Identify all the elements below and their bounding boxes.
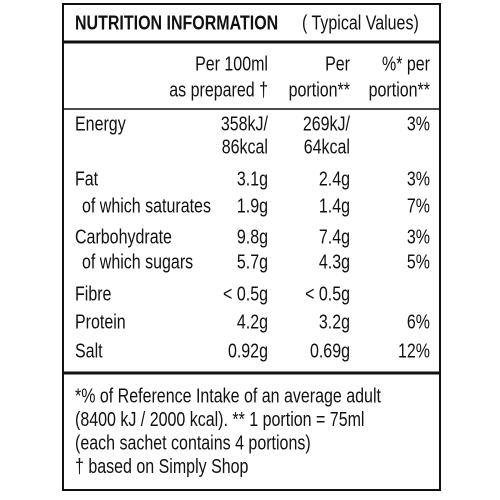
content: NUTRITION INFORMATION ( Typical Values) Pe…	[75, 12, 430, 478]
footnote: † based on Simply Shop	[75, 455, 248, 477]
nutrient-value: 4.3g	[319, 251, 350, 273]
nutrient-label: Fat	[75, 168, 98, 190]
nutrient-value: 3%	[407, 168, 430, 190]
nutrient-value: 12%	[398, 340, 430, 362]
footnote: (each sachet contains 4 portions)	[75, 432, 311, 454]
nutrient-value: < 0.5g	[305, 283, 350, 305]
nutrient-value: 0.69g	[310, 340, 350, 362]
nutrient-value: 9.8g	[237, 226, 268, 248]
nutrient-value: 64kcal	[304, 136, 350, 158]
column-header: portion**	[369, 79, 430, 101]
nutrient-value: 269kJ/	[303, 113, 351, 135]
nutrient-value: 7.4g	[319, 226, 350, 248]
nutrient-label: Salt	[75, 340, 103, 362]
nutrient-value: 3%	[407, 226, 430, 248]
nutrient-value: 3.2g	[319, 311, 350, 333]
column-header: %* per	[382, 53, 430, 75]
nutrient-value: < 0.5g	[223, 283, 268, 305]
nutrient-label: Energy	[75, 113, 127, 135]
column-header: Per	[325, 53, 350, 75]
nutrient-value: 86kcal	[222, 136, 268, 158]
nutrient-label: of which saturates	[82, 195, 211, 217]
nutrient-label: Fibre	[75, 283, 111, 305]
column-header: as prepared †	[169, 79, 268, 101]
nutrient-value: 3.1g	[237, 168, 268, 190]
footnote: *% of Reference Intake of an average adu…	[75, 385, 381, 407]
nutrient-value: 6%	[407, 311, 430, 333]
nutrient-value: 1.4g	[319, 195, 350, 217]
nutrient-value: 3%	[407, 113, 430, 135]
nutrient-value: 5.7g	[237, 251, 268, 273]
column-header: portion**	[289, 79, 350, 101]
label-border	[62, 3, 441, 491]
column-header: Per 100ml	[195, 53, 268, 75]
nutrient-value: 358kJ/	[221, 113, 269, 135]
subtitle: ( Typical Values)	[302, 12, 419, 34]
nutrient-value: 5%	[407, 251, 430, 273]
nutrient-value: 7%	[407, 195, 430, 217]
nutrient-label: of which sugars	[82, 251, 193, 273]
nutrient-value: 2.4g	[319, 168, 350, 190]
title: NUTRITION INFORMATION	[75, 12, 278, 34]
nutrient-value: 4.2g	[237, 311, 268, 333]
footnote: (8400 kJ / 2000 kcal). ** 1 portion = 75…	[75, 408, 364, 430]
nutrient-label: Protein	[75, 311, 126, 333]
nutrient-value: 0.92g	[228, 340, 268, 362]
nutrient-value: 1.9g	[237, 195, 268, 217]
nutrient-label: Carbohydrate	[75, 226, 172, 248]
